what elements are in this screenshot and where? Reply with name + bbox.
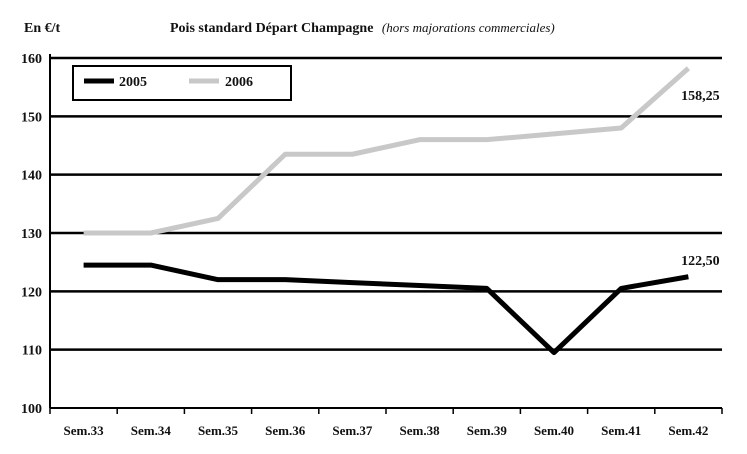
end-label-2006: 158,25 [681,89,720,104]
series-line-2005 [83,262,689,356]
chart-title-main: Pois standard Départ Champagne [170,21,373,36]
x-tick-label: Sem.33 [64,423,105,438]
y-tick-label: 100 [21,402,42,417]
x-tick-label: Sem.40 [534,423,574,438]
end-label-2005: 122,50 [681,254,720,269]
axes [49,54,723,414]
y-axis-unit-label: En €/t [24,21,61,36]
x-tick-label: Sem.36 [265,423,306,438]
y-tick-label: 110 [22,344,42,359]
end-labels: 122,50 158,25 [681,89,720,269]
legend-label-2006: 2006 [225,75,253,90]
series-lines [83,66,691,356]
x-tick-label: Sem.35 [198,423,239,438]
x-tick-label: Sem.34 [131,423,172,438]
x-tick-label: Sem.37 [332,423,373,438]
x-tick-label: Sem.42 [668,423,708,438]
y-tick-label: 130 [21,227,42,242]
legend: 2005 2006 [72,65,292,101]
y-tick-label: 120 [21,285,42,300]
chart-subtitle: (hors majorations commerciales) [382,20,555,35]
x-tick-labels: Sem.33 Sem.34 Sem.35 Sem.36 Sem.37 Sem.38 Sem.… [64,423,709,438]
x-tick-label: Sem.39 [467,423,508,438]
x-tick-label: Sem.41 [601,423,641,438]
chart-title: Pois standard Départ Champagne (hors maj… [170,20,555,36]
y-tick-label: 150 [21,110,42,125]
x-tick-label: Sem.38 [400,423,441,438]
y-tick-labels: 100 110 120 130 140 150 160 [21,52,42,417]
legend-label-2005: 2005 [119,75,147,90]
gridlines [50,56,722,351]
series-line-2006 [83,66,691,236]
y-tick-label: 160 [21,52,42,67]
y-tick-label: 140 [21,169,42,184]
